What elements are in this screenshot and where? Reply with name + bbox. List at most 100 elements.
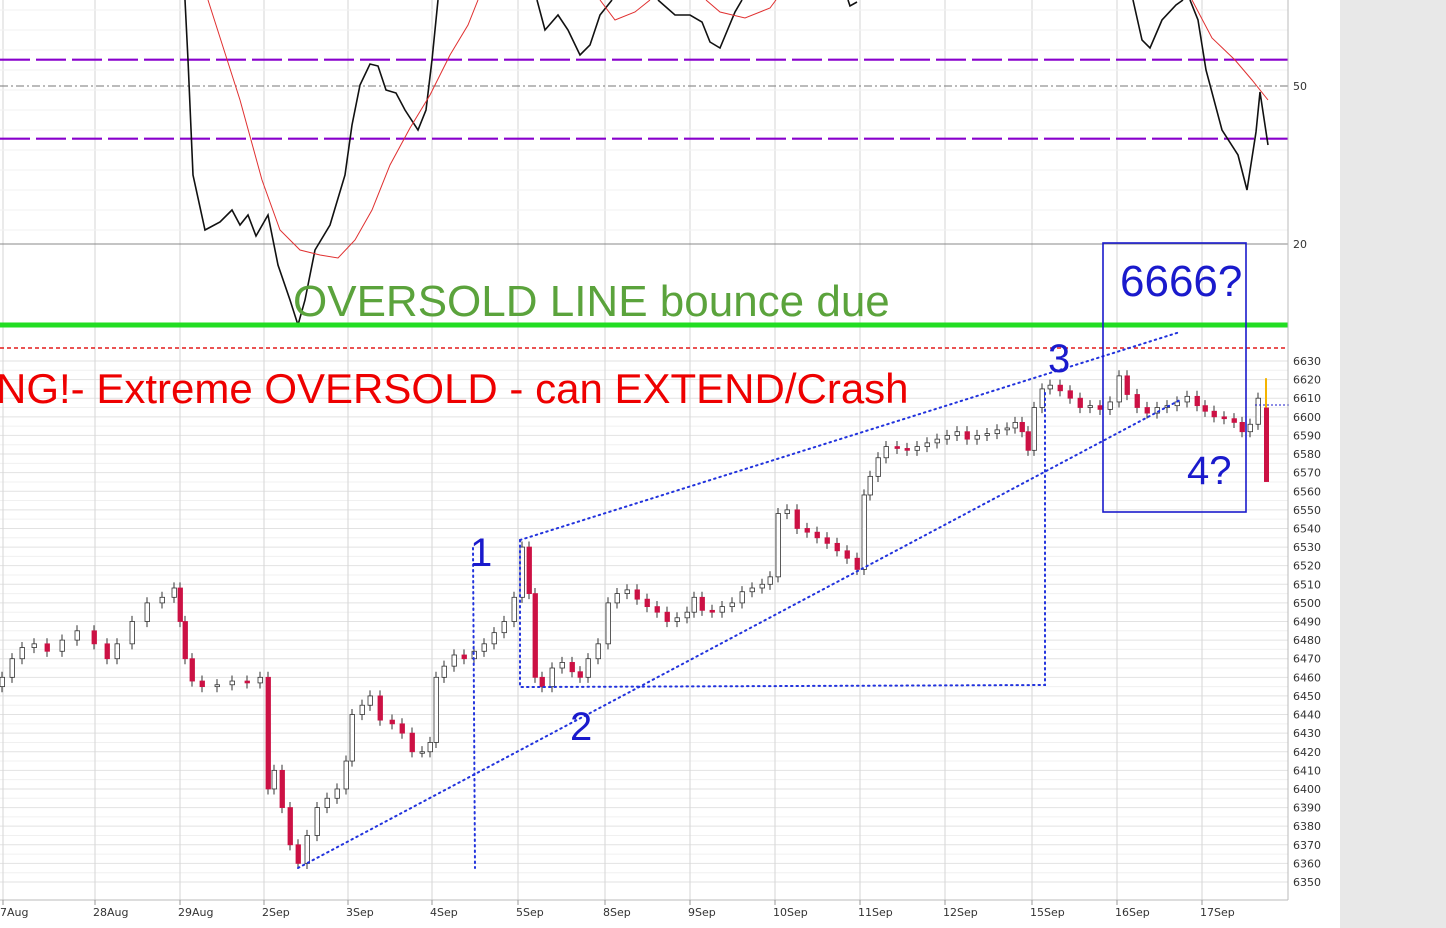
candle-up — [924, 442, 930, 447]
date-tick-label: 12Sep — [943, 906, 978, 919]
candle — [1057, 379, 1063, 397]
candle — [389, 714, 395, 730]
candle-down — [409, 732, 415, 753]
candle-down — [1239, 422, 1245, 433]
candle — [709, 604, 715, 618]
candle-up — [1012, 422, 1018, 429]
candle — [114, 638, 120, 665]
candle-up — [994, 429, 1000, 434]
candle-down — [1067, 390, 1073, 399]
candle — [1124, 370, 1130, 401]
candle-down — [569, 662, 575, 673]
candle — [759, 578, 765, 594]
target-label: 6666? — [1120, 257, 1242, 306]
candle-up — [1107, 401, 1113, 410]
price-tick-label: 6380 — [1293, 820, 1321, 833]
candle-up — [229, 680, 235, 686]
candle-down — [526, 546, 532, 594]
candle — [605, 597, 611, 650]
candle — [614, 588, 620, 609]
wave1-vertical — [472, 547, 476, 869]
candle — [159, 591, 165, 609]
candle — [994, 424, 1000, 440]
candle-up — [624, 589, 630, 594]
candle — [934, 433, 940, 449]
date-tick-label: 2Sep — [262, 906, 290, 919]
candle — [1031, 401, 1037, 456]
candle-up — [749, 587, 755, 593]
candle — [1067, 385, 1073, 404]
candle-up — [883, 446, 889, 459]
candle-up — [605, 602, 611, 645]
grid — [0, 0, 1288, 900]
candle — [1087, 400, 1093, 414]
lower-channel-line — [297, 399, 1181, 869]
candle-up — [367, 695, 373, 706]
candle — [461, 649, 467, 665]
candle — [532, 588, 538, 683]
date-tick-label: 7Aug — [0, 906, 28, 919]
wave-4-label: 4? — [1187, 449, 1232, 493]
candle-up — [1255, 397, 1261, 425]
candle-up — [1184, 395, 1190, 403]
candle — [699, 591, 705, 616]
candle-up — [674, 617, 680, 622]
candle — [129, 615, 135, 650]
candle-up — [31, 643, 37, 648]
candle-up — [441, 665, 447, 678]
candle-down — [532, 593, 538, 678]
candle — [441, 660, 447, 683]
candle-up — [19, 647, 25, 660]
candle — [279, 764, 285, 814]
candle-up — [729, 602, 735, 608]
candle — [824, 532, 830, 549]
candle — [1004, 422, 1010, 436]
price-tick-label: 6480 — [1293, 634, 1321, 647]
candle — [914, 441, 920, 456]
candle-up — [359, 704, 365, 715]
candle — [577, 666, 583, 683]
date-tick-label: 17Sep — [1200, 906, 1235, 919]
candle — [739, 586, 745, 609]
candle — [664, 606, 670, 628]
candle — [684, 606, 690, 624]
candle-up — [934, 438, 940, 444]
date-tick-label: 8Sep — [603, 906, 631, 919]
candle-down — [964, 431, 970, 440]
candle — [1039, 383, 1045, 414]
candle-up — [984, 433, 990, 436]
candle-up — [1031, 407, 1037, 451]
candle-down — [1211, 410, 1217, 418]
oscillator-panel — [0, 0, 1288, 328]
candle-down — [1221, 416, 1227, 420]
candle-down — [1194, 395, 1200, 407]
candle — [569, 656, 575, 678]
candle — [287, 801, 293, 851]
warning-annotation: NG!- Extreme OVERSOLD - can EXTEND/Crash — [0, 365, 909, 412]
candle-up — [974, 435, 980, 440]
candle — [1012, 416, 1018, 434]
candle-up — [491, 632, 497, 645]
oscillator-fast-line — [184, 0, 1269, 328]
wave-1-label: 1 — [470, 531, 492, 575]
candle-down — [814, 531, 820, 539]
candle — [74, 625, 80, 646]
candle-up — [954, 431, 960, 436]
candle — [883, 441, 889, 464]
osc-tick-label: 20 — [1293, 238, 1307, 251]
candle — [1025, 426, 1031, 456]
candle-down — [265, 676, 271, 790]
candle-down — [91, 630, 97, 645]
candle — [539, 671, 545, 693]
candle-up — [501, 621, 507, 634]
candle — [229, 675, 235, 691]
candle — [719, 601, 725, 618]
candle-up — [419, 751, 425, 754]
candle — [924, 437, 930, 453]
candle — [1019, 416, 1025, 438]
candle-up — [1039, 388, 1045, 408]
candle — [674, 612, 680, 628]
candle — [1194, 390, 1200, 412]
candle-up — [171, 587, 177, 598]
candle — [944, 429, 950, 445]
